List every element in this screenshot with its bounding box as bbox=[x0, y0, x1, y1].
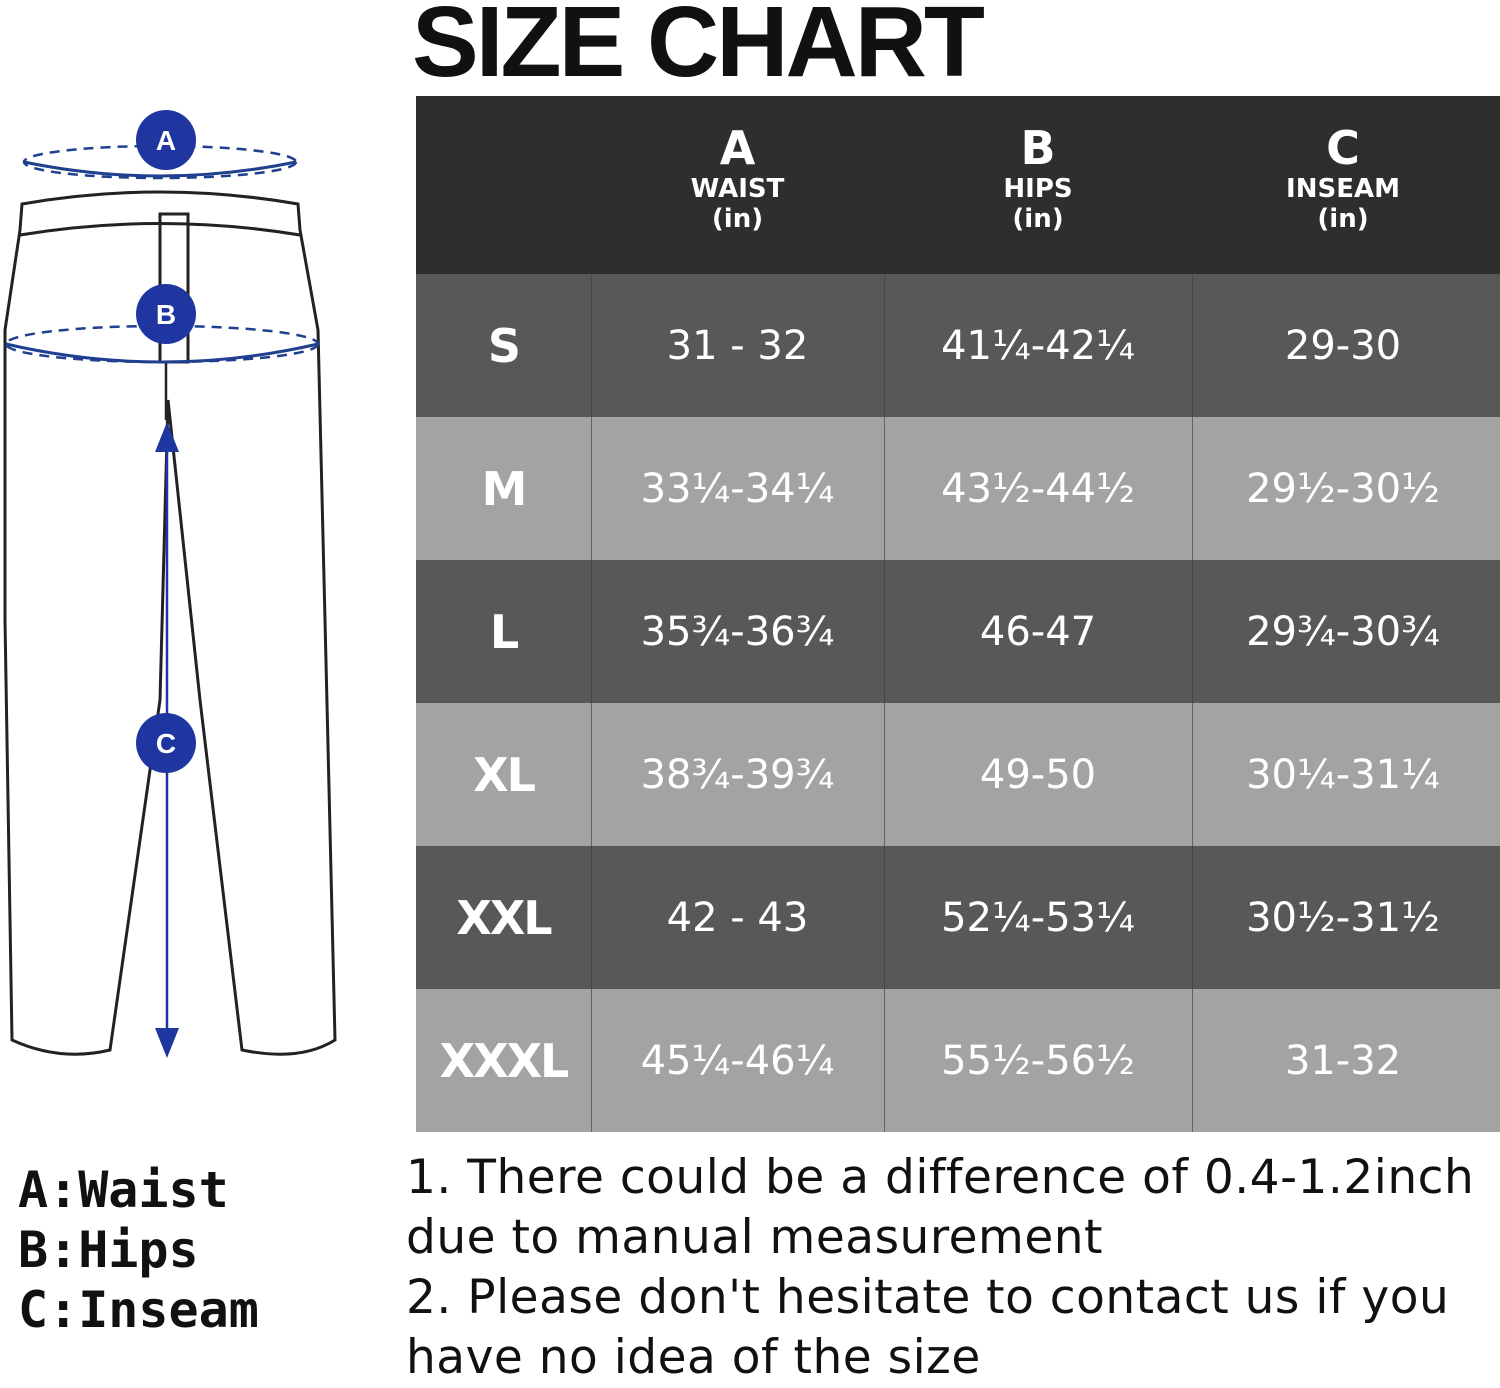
size-cell: M bbox=[481, 461, 528, 516]
size-cell: XXXL bbox=[439, 1033, 570, 1088]
table-row: XXL 42 - 43 52¼-53¼ 30½-31½ bbox=[416, 846, 1500, 989]
header-hips-letter: B bbox=[1020, 121, 1056, 175]
inseam-cell: 31-32 bbox=[1284, 1037, 1402, 1084]
waist-cell: 42 - 43 bbox=[666, 894, 809, 941]
marker-b-label: B bbox=[156, 299, 176, 330]
hips-cell: 55½-56½ bbox=[941, 1037, 1135, 1084]
pants-outline bbox=[3, 190, 337, 1056]
note-line: due to manual measurement bbox=[406, 1210, 1103, 1265]
note-line: 2. Please don't hesitate to contact us i… bbox=[406, 1270, 1450, 1325]
column-divider bbox=[1192, 274, 1193, 1132]
waist-cell: 33¼-34¼ bbox=[640, 465, 835, 512]
table-row: L 35¾-36¾ 46-47 29¾-30¾ bbox=[416, 560, 1500, 703]
pants-illustration: A B C bbox=[3, 110, 337, 1058]
marker-a-label: A bbox=[156, 125, 176, 156]
column-divider bbox=[884, 274, 885, 1132]
hips-cell: 43½-44½ bbox=[941, 465, 1135, 512]
header-inseam-letter: C bbox=[1326, 121, 1360, 175]
legend-hips: B:Hips bbox=[18, 1221, 199, 1279]
hips-measure-front bbox=[5, 342, 319, 364]
marker-b: B bbox=[136, 284, 196, 344]
note-line: 1. There could be a difference of 0.4-1.… bbox=[406, 1150, 1475, 1205]
size-cell: L bbox=[489, 604, 519, 659]
header-hips-name: HIPS bbox=[1003, 174, 1073, 204]
header-waist-letter: A bbox=[719, 121, 756, 175]
inseam-arrow-up-icon bbox=[155, 422, 179, 452]
table-row: S 31 - 32 41¼-42¼ 29-30 bbox=[416, 274, 1500, 417]
hips-cell: 52¼-53¼ bbox=[941, 894, 1135, 941]
inseam-arrow-down-icon bbox=[155, 1028, 179, 1058]
header-waist-name: WAIST bbox=[690, 174, 785, 204]
size-table: A WAIST (in) B HIPS (in) C INSEAM (in) S… bbox=[416, 96, 1500, 1132]
header-inseam-name: INSEAM bbox=[1286, 174, 1400, 204]
marker-c: C bbox=[136, 713, 196, 773]
marker-a: A bbox=[136, 110, 196, 170]
size-cell: XL bbox=[473, 747, 536, 802]
inseam-cell: 30¼-31¼ bbox=[1246, 751, 1440, 798]
waist-measure-front bbox=[23, 160, 297, 178]
legend-waist: A:Waist bbox=[18, 1161, 229, 1219]
table-row: XL 38¾-39¾ 49-50 30¼-31¼ bbox=[416, 703, 1500, 846]
measurement-legend: A:Waist B:Hips C:Inseam bbox=[18, 1160, 259, 1340]
column-divider bbox=[591, 274, 592, 1132]
hips-cell: 46-47 bbox=[979, 608, 1097, 655]
table-header: A WAIST (in) B HIPS (in) C INSEAM (in) bbox=[416, 96, 1500, 274]
header-hips: B HIPS (in) bbox=[884, 122, 1192, 234]
header-inseam-unit: (in) bbox=[1317, 204, 1369, 234]
inseam-cell: 30½-31½ bbox=[1246, 894, 1440, 941]
size-cell: S bbox=[487, 318, 521, 373]
notes: 1. There could be a difference of 0.4-1.… bbox=[406, 1148, 1496, 1388]
waist-cell: 45¼-46¼ bbox=[640, 1037, 835, 1084]
waist-cell: 31 - 32 bbox=[666, 322, 809, 369]
waist-cell: 35¾-36¾ bbox=[640, 608, 835, 655]
legend-inseam: C:Inseam bbox=[18, 1281, 259, 1339]
header-inseam: C INSEAM (in) bbox=[1192, 122, 1494, 234]
header-waist-unit: (in) bbox=[711, 204, 764, 234]
inseam-cell: 29-30 bbox=[1284, 322, 1402, 369]
hips-cell: 49-50 bbox=[979, 751, 1097, 798]
inseam-cell: 29¾-30¾ bbox=[1246, 608, 1440, 655]
size-cell: XXL bbox=[456, 890, 552, 945]
hips-cell: 41¼-42¼ bbox=[941, 322, 1135, 369]
table-row: M 33¼-34¼ 43½-44½ 29½-30½ bbox=[416, 417, 1500, 560]
note-line: have no idea of the size bbox=[406, 1330, 981, 1385]
header-waist: A WAIST (in) bbox=[591, 122, 884, 234]
page-title: SIZE CHART bbox=[412, 0, 985, 98]
marker-c-label: C bbox=[156, 728, 176, 759]
table-row: XXXL 45¼-46¼ 55½-56½ 31-32 bbox=[416, 989, 1500, 1132]
waist-cell: 38¾-39¾ bbox=[640, 751, 835, 798]
header-hips-unit: (in) bbox=[1012, 204, 1064, 234]
inseam-cell: 29½-30½ bbox=[1246, 465, 1440, 512]
